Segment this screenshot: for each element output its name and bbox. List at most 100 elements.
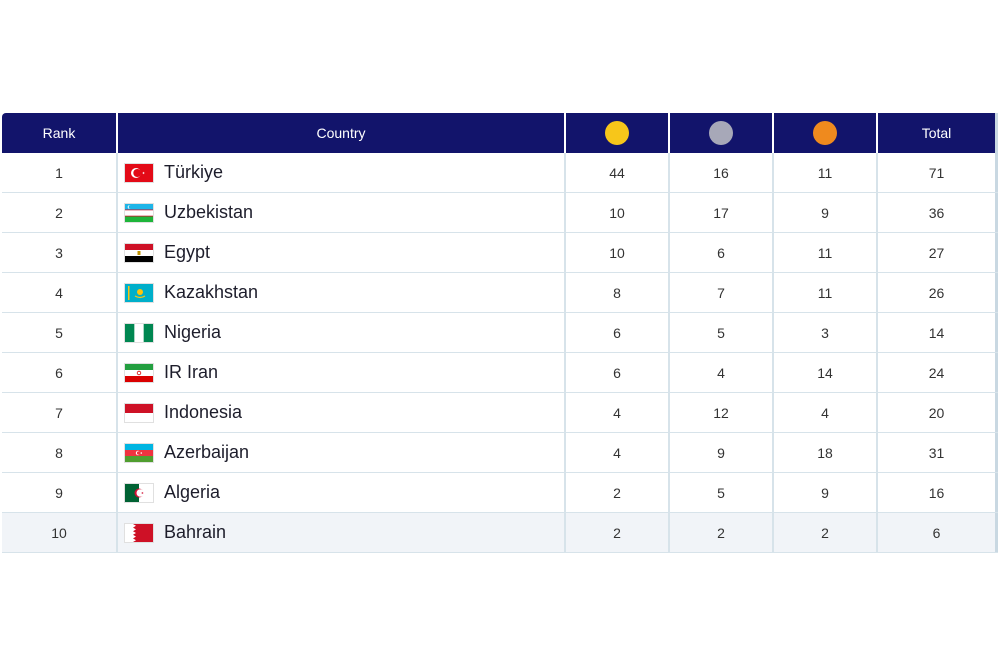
- gold-count: 8: [566, 273, 670, 312]
- silver-count: 2: [670, 513, 774, 552]
- table-row[interactable]: 1 Türkiye 44 16 11 71: [2, 153, 998, 193]
- country-name[interactable]: Egypt: [164, 242, 211, 262]
- bronze-count: 9: [774, 473, 878, 512]
- country-cell[interactable]: IR Iran: [118, 353, 566, 392]
- rank-cell: 10: [2, 513, 118, 552]
- gold-count: 10: [566, 233, 670, 272]
- table-row[interactable]: 2 Uzbekistan 10 17 9 36: [2, 193, 998, 233]
- country-cell[interactable]: Uzbekistan: [118, 193, 566, 232]
- gold-count: 4: [566, 433, 670, 472]
- silver-count: 5: [670, 313, 774, 352]
- country-cell[interactable]: Algeria: [118, 473, 566, 512]
- bronze-header[interactable]: [774, 113, 878, 153]
- total-count: 6: [878, 513, 998, 552]
- bronze-medal-icon: [813, 121, 837, 145]
- bronze-count: 9: [774, 193, 878, 232]
- silver-count: 9: [670, 433, 774, 472]
- silver-count: 6: [670, 233, 774, 272]
- bronze-count: 18: [774, 433, 878, 472]
- flag-kazakhstan-icon: [124, 282, 154, 303]
- silver-header[interactable]: [670, 113, 774, 153]
- bronze-count: 11: [774, 273, 878, 312]
- country-cell[interactable]: Azerbaijan: [118, 433, 566, 472]
- table-row[interactable]: 6 IR Iran 6 4 14 24: [2, 353, 998, 393]
- flag-egypt-icon: [124, 242, 154, 263]
- gold-count: 6: [566, 353, 670, 392]
- flag-bahrain-icon: [124, 522, 154, 543]
- flag-algeria-icon: [124, 482, 154, 503]
- gold-count: 44: [566, 153, 670, 192]
- gold-count: 10: [566, 193, 670, 232]
- table-row[interactable]: 7 Indonesia 4 12 4 20: [2, 393, 998, 433]
- silver-count: 12: [670, 393, 774, 432]
- flag-nigeria-icon: [124, 322, 154, 343]
- table-row[interactable]: 3 Egypt 10 6 11 27: [2, 233, 998, 273]
- total-count: 16: [878, 473, 998, 512]
- bronze-count: 11: [774, 233, 878, 272]
- rank-cell: 5: [2, 313, 118, 352]
- silver-medal-icon: [709, 121, 733, 145]
- total-count: 26: [878, 273, 998, 312]
- flag-uzbekistan-icon: [124, 202, 154, 223]
- bronze-count: 4: [774, 393, 878, 432]
- table-row[interactable]: 8 Azerbaijan 4 9 18 31: [2, 433, 998, 473]
- bronze-count: 14: [774, 353, 878, 392]
- gold-count: 6: [566, 313, 670, 352]
- rank-cell: 6: [2, 353, 118, 392]
- gold-count: 4: [566, 393, 670, 432]
- total-count: 71: [878, 153, 998, 192]
- country-name[interactable]: Türkiye: [164, 162, 224, 182]
- table-row[interactable]: 9 Algeria 2 5 9 16: [2, 473, 998, 513]
- total-count: 20: [878, 393, 998, 432]
- gold-medal-icon: [605, 121, 629, 145]
- country-name[interactable]: IR Iran: [164, 362, 219, 382]
- bronze-count: 11: [774, 153, 878, 192]
- flag-turkiye-icon: [124, 162, 154, 183]
- bronze-count: 3: [774, 313, 878, 352]
- country-cell[interactable]: Indonesia: [118, 393, 566, 432]
- country-name[interactable]: Kazakhstan: [164, 282, 259, 302]
- total-count: 36: [878, 193, 998, 232]
- total-header[interactable]: Total: [878, 113, 998, 153]
- country-cell[interactable]: Egypt: [118, 233, 566, 272]
- rank-cell: 9: [2, 473, 118, 512]
- country-name[interactable]: Uzbekistan: [164, 202, 254, 222]
- total-count: 24: [878, 353, 998, 392]
- country-cell[interactable]: Türkiye: [118, 153, 566, 192]
- rank-cell: 3: [2, 233, 118, 272]
- gold-header[interactable]: [566, 113, 670, 153]
- country-name[interactable]: Azerbaijan: [164, 442, 250, 462]
- silver-count: 16: [670, 153, 774, 192]
- table-row[interactable]: 4 Kazakhstan 8 7 11 26: [2, 273, 998, 313]
- table-row[interactable]: 10 Bahrain 2 2 2 6: [2, 513, 998, 553]
- rank-cell: 4: [2, 273, 118, 312]
- flag-iran-icon: [124, 362, 154, 383]
- medal-table: Rank Country Total 1 Türkiye 44 16 11 71 2 Uzbe…: [2, 113, 998, 553]
- country-name[interactable]: Indonesia: [164, 402, 243, 422]
- silver-count: 4: [670, 353, 774, 392]
- country-cell[interactable]: Nigeria: [118, 313, 566, 352]
- total-count: 14: [878, 313, 998, 352]
- silver-count: 17: [670, 193, 774, 232]
- rank-header[interactable]: Rank: [2, 113, 118, 153]
- table-header: Rank Country Total: [2, 113, 998, 153]
- table-body: 1 Türkiye 44 16 11 71 2 Uzbekistan 10 17 9 36 3 Egypt…: [2, 153, 998, 553]
- country-name[interactable]: Algeria: [164, 482, 221, 502]
- country-cell[interactable]: Bahrain: [118, 513, 566, 552]
- country-header[interactable]: Country: [118, 113, 566, 153]
- gold-count: 2: [566, 513, 670, 552]
- flag-azerbaijan-icon: [124, 442, 154, 463]
- table-row[interactable]: 5 Nigeria 6 5 3 14: [2, 313, 998, 353]
- silver-count: 5: [670, 473, 774, 512]
- silver-count: 7: [670, 273, 774, 312]
- total-count: 27: [878, 233, 998, 272]
- country-cell[interactable]: Kazakhstan: [118, 273, 566, 312]
- total-count: 31: [878, 433, 998, 472]
- country-name[interactable]: Bahrain: [164, 522, 227, 542]
- rank-cell: 2: [2, 193, 118, 232]
- rank-cell: 8: [2, 433, 118, 472]
- gold-count: 2: [566, 473, 670, 512]
- bronze-count: 2: [774, 513, 878, 552]
- rank-cell: 1: [2, 153, 118, 192]
- country-name[interactable]: Nigeria: [164, 322, 222, 342]
